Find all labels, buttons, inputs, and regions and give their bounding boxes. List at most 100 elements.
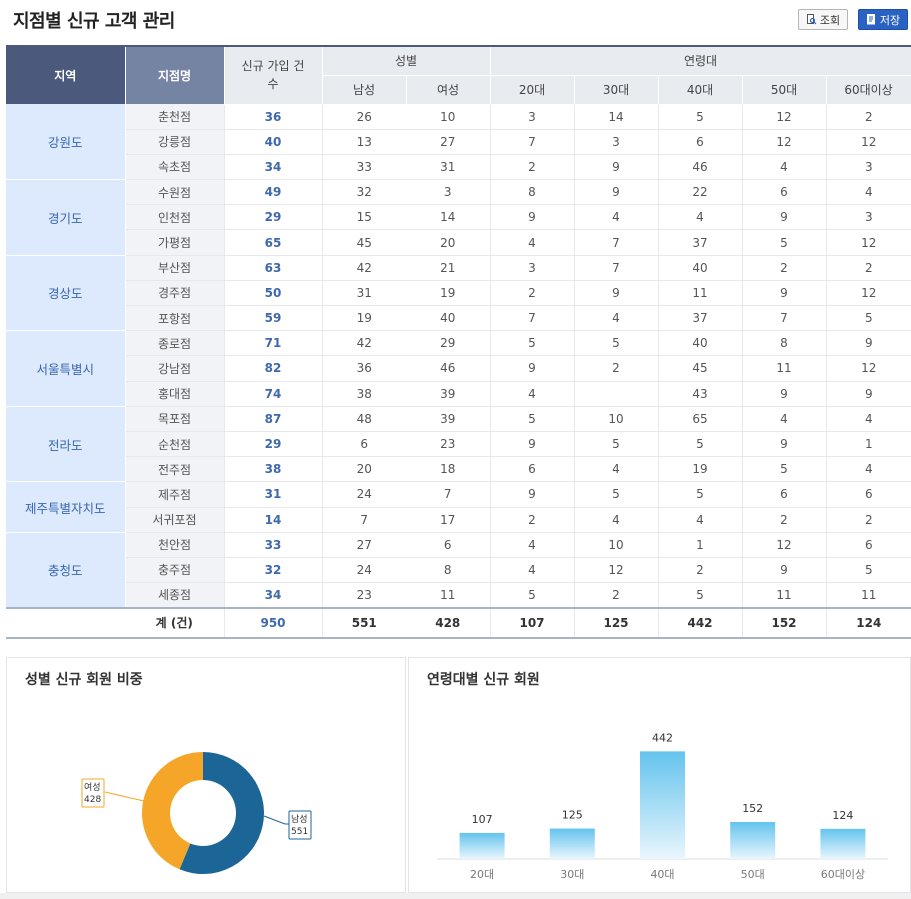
search-button[interactable]: 조회 — [798, 9, 848, 30]
age-60plus-cell: 12 — [826, 280, 911, 307]
age-50-cell: 11 — [742, 582, 827, 609]
header-joined[interactable]: 신규 가입 건수 — [224, 45, 323, 105]
bar-category-label-3: 50대 — [741, 868, 765, 881]
age-20-cell: 3 — [490, 104, 575, 130]
header-age-20[interactable]: 20대 — [490, 75, 575, 105]
donut-label-name-0: 남성 — [291, 814, 308, 825]
branch-cell: 춘천점 — [125, 104, 225, 130]
donut-slice-0[interactable] — [179, 752, 264, 874]
region-cell: 충청도 — [6, 532, 126, 609]
table-row[interactable]: 포항점 59 19 40 7 4 37 7 5 — [6, 305, 911, 332]
age-60plus-cell: 2 — [826, 104, 911, 130]
joined-cell: 59 — [224, 305, 323, 332]
age-20-cell: 2 — [490, 154, 575, 181]
age-30-cell: 14 — [574, 104, 659, 130]
joined-cell: 49 — [224, 179, 323, 206]
female-cell: 3 — [406, 179, 491, 206]
branch-cell: 천안점 — [125, 532, 225, 558]
age-50-cell: 12 — [742, 532, 827, 558]
donut-label-box-1 — [81, 778, 105, 808]
bar-value-label-1: 125 — [562, 809, 583, 822]
age-40-cell: 37 — [658, 229, 743, 256]
age-40-cell: 40 — [658, 255, 743, 281]
header-age-60plus[interactable]: 60대이상 — [826, 75, 911, 105]
table-row[interactable]: 경기도 수원점 49 32 3 8 9 22 6 4 — [6, 179, 911, 256]
bar-4[interactable] — [820, 828, 866, 859]
joined-cell: 29 — [224, 431, 323, 458]
search-doc-icon — [806, 14, 817, 25]
age-50-cell: 8 — [742, 330, 827, 357]
table-row[interactable]: 전주점 38 20 18 6 4 19 5 4 — [6, 456, 911, 483]
table-row[interactable]: 강릉점 40 13 27 7 3 6 12 12 — [6, 129, 911, 155]
header-age-50[interactable]: 50대 — [742, 75, 827, 105]
female-cell: 19 — [406, 280, 491, 307]
table-row[interactable]: 강원도 춘천점 36 26 10 3 14 5 12 2 — [6, 104, 911, 181]
branch-cell: 인천점 — [125, 204, 225, 231]
table-row[interactable]: 세종점 34 23 11 5 2 5 11 11 — [6, 582, 911, 609]
table-row[interactable]: 가평점 65 45 20 4 7 37 5 12 — [6, 229, 911, 256]
joined-cell: 29 — [224, 204, 323, 231]
age-50-cell: 9 — [742, 204, 827, 231]
joined-cell: 34 — [224, 154, 323, 181]
joined-cell: 31 — [224, 481, 323, 508]
male-cell: 19 — [322, 305, 406, 332]
age-bar-chart: 107 20대 125 30대 442 40대 152 50대 124 60대이상 — [437, 731, 888, 881]
table-row[interactable]: 경상도 부산점 63 42 21 3 7 40 2 2 — [6, 255, 911, 332]
header-male[interactable]: 남성 — [322, 75, 407, 105]
branch-cell: 목포점 — [125, 406, 225, 432]
male-cell: 36 — [322, 355, 406, 382]
branch-cell: 홍대점 — [125, 381, 225, 407]
age-20-cell: 4 — [490, 557, 575, 584]
table-row[interactable]: 제주특별자치도 제주점 31 24 7 9 5 5 6 6 — [6, 481, 911, 533]
table-row[interactable]: 홍대점 74 38 39 4 43 9 9 — [6, 381, 911, 407]
male-cell: 20 — [322, 456, 406, 483]
table-row[interactable]: 강남점 82 36 46 9 2 45 11 12 — [6, 355, 911, 382]
header-branch[interactable]: 지점명 — [125, 45, 225, 104]
age-40-cell: 5 — [658, 431, 743, 458]
bar-1[interactable] — [549, 828, 595, 859]
table-row[interactable]: 서울특별시 종로점 71 42 29 5 5 40 8 9 — [6, 330, 911, 407]
age-20-cell: 4 — [490, 532, 575, 558]
age-40-cell: 40 — [658, 330, 743, 357]
donut-slice-1[interactable] — [142, 752, 203, 870]
header-region[interactable]: 지역 — [6, 45, 126, 104]
header-gender: 성별 — [322, 45, 491, 76]
branch-cell: 수원점 — [125, 179, 225, 206]
female-cell: 18 — [406, 456, 491, 483]
bar-3[interactable] — [730, 821, 776, 859]
age-40-cell: 43 — [658, 381, 743, 407]
bottom-strip — [0, 893, 911, 899]
region-cell: 경기도 — [6, 179, 126, 256]
age-40-cell: 46 — [658, 154, 743, 181]
table-row[interactable]: 경주점 50 31 19 2 9 11 9 12 — [6, 280, 911, 307]
age-40-cell: 5 — [658, 104, 743, 130]
age-30-cell: 9 — [574, 154, 659, 181]
age-60plus-cell: 6 — [826, 532, 911, 558]
save-button[interactable]: 저장 — [858, 9, 908, 30]
female-cell: 31 — [406, 154, 491, 181]
table-row[interactable]: 전라도 목포점 87 48 39 5 10 65 4 4 — [6, 406, 911, 483]
header-age-30[interactable]: 30대 — [574, 75, 659, 105]
table-row[interactable]: 충청도 천안점 33 27 6 4 10 1 12 6 — [6, 532, 911, 609]
age-60plus-cell: 4 — [826, 456, 911, 483]
table-row[interactable]: 충주점 32 24 8 4 12 2 9 5 — [6, 557, 911, 584]
age-60plus-cell: 12 — [826, 229, 911, 256]
age-40-cell: 6 — [658, 129, 743, 155]
header-age-40[interactable]: 40대 — [658, 75, 743, 105]
age-50-cell: 2 — [742, 507, 827, 533]
donut-leader-line-1 — [104, 791, 145, 802]
age-30-cell: 4 — [574, 305, 659, 332]
header-female[interactable]: 여성 — [406, 75, 491, 105]
bar-2[interactable] — [640, 751, 685, 859]
table-row[interactable]: 인천점 29 15 14 9 4 4 9 3 — [6, 204, 911, 231]
bar-0[interactable] — [459, 832, 505, 859]
total-age-60plus: 124 — [826, 606, 911, 639]
save-button-label: 저장 — [879, 13, 901, 27]
age-60plus-cell: 3 — [826, 154, 911, 181]
table-row[interactable]: 속초점 34 33 31 2 9 46 4 3 — [6, 154, 911, 181]
age-20-cell: 7 — [490, 305, 575, 332]
branch-cell: 부산점 — [125, 255, 225, 281]
donut-label-value-0: 551 — [291, 827, 308, 837]
table-row[interactable]: 순천점 29 6 23 9 5 5 9 1 — [6, 431, 911, 458]
table-row[interactable]: 서귀포점 14 7 17 2 4 4 2 2 — [6, 507, 911, 533]
